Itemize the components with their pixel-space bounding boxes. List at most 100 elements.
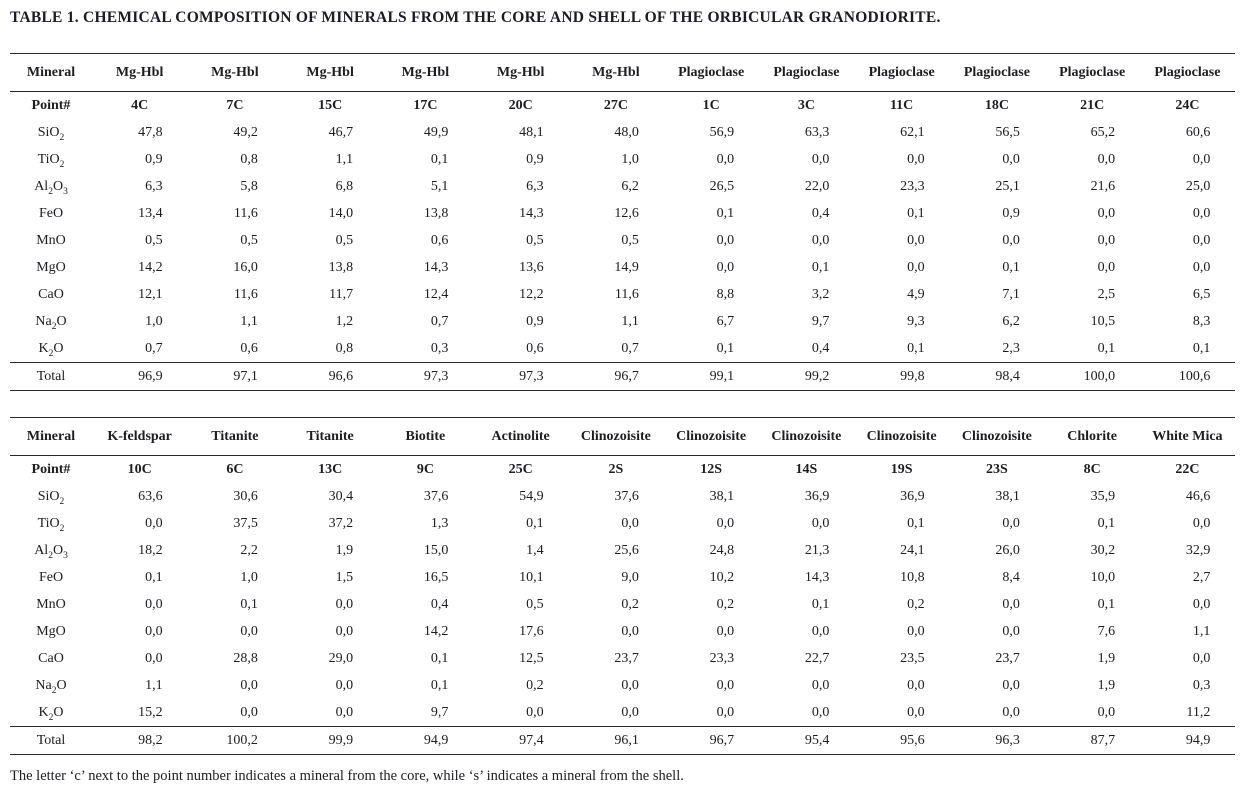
oxide-value-cell: 9,7 bbox=[811, 313, 830, 329]
oxide-label: Al2O3 bbox=[34, 542, 68, 561]
oxide-value-cell: 0,1 bbox=[526, 515, 544, 531]
mineral-name: Titanite bbox=[187, 417, 283, 456]
oxide-value-cell: 0,0 bbox=[145, 650, 163, 666]
point-number: 22C bbox=[1175, 462, 1200, 477]
oxide-value-cell: 0,0 bbox=[1192, 232, 1211, 248]
oxide-value-cell: 65,2 bbox=[1090, 124, 1116, 140]
point-number: 18C bbox=[984, 98, 1009, 113]
mineral-name: Clinozoisite bbox=[663, 417, 759, 456]
point-number: 9C bbox=[416, 462, 434, 477]
oxide-value-cell: 8,8 bbox=[716, 286, 735, 302]
total-value-cell: 96,9 bbox=[92, 362, 188, 391]
oxide-value-cell: 4,9 bbox=[907, 286, 925, 302]
oxide-value-cell: 0,9 bbox=[1002, 205, 1020, 221]
mineral-header-row: Mineral K-feldspar Titanite Titanite Biotite… bbox=[10, 417, 1235, 456]
oxide-value-cell: 10,2 bbox=[709, 569, 735, 585]
oxide-value-cell: 0,0 bbox=[1002, 677, 1020, 693]
oxide-row: TiO2 0,9 0,8 1,1 0,1 0,9 1,0 0,0 0,0 0,0 0,0 0,0 0,0 bbox=[10, 146, 1235, 173]
oxide-value-cell: 16,0 bbox=[233, 259, 258, 275]
oxide-value-cell: 0,0 bbox=[1192, 650, 1211, 666]
oxide-value-cell: 0,0 bbox=[240, 704, 258, 720]
oxide-value-cell: 0,0 bbox=[621, 704, 639, 720]
oxide-value-cell: 29,0 bbox=[328, 650, 354, 666]
point-number: 6C bbox=[226, 462, 244, 477]
oxide-value-cell: 0,1 bbox=[430, 650, 449, 666]
oxide-value-cell: 0,0 bbox=[907, 623, 925, 639]
oxide-value-cell: 0,4 bbox=[811, 340, 830, 356]
oxide-value-cell: 63,3 bbox=[804, 124, 830, 140]
oxide-value-cell: 0,0 bbox=[240, 623, 258, 639]
oxide-value-cell: 14,3 bbox=[519, 205, 544, 221]
mineral-name: Clinozoisite bbox=[568, 417, 664, 456]
oxide-value-cell: 0,0 bbox=[145, 623, 163, 639]
oxide-value-cell: 23,3 bbox=[900, 178, 925, 194]
oxide-value-cell: 0,0 bbox=[716, 677, 735, 693]
oxide-value-cell: 1,2 bbox=[335, 313, 354, 329]
total-value-cell: 96,3 bbox=[949, 726, 1045, 755]
total-value-cell: 95,6 bbox=[854, 726, 950, 755]
point-number: 7C bbox=[226, 98, 244, 113]
oxide-value-cell: 0,0 bbox=[1097, 205, 1116, 221]
oxide-value-cell: 0,1 bbox=[811, 596, 830, 612]
oxide-value-cell: 0,8 bbox=[240, 151, 258, 167]
oxide-label: K2O bbox=[38, 340, 64, 359]
oxide-value-cell: 10,1 bbox=[519, 569, 544, 585]
oxide-value-cell: 1,5 bbox=[335, 569, 354, 585]
total-row: Total 98,2 100,2 99,9 94,9 97,4 96,1 96,7 95,4 95… bbox=[10, 726, 1235, 755]
oxide-value-cell: 13,8 bbox=[423, 205, 449, 221]
oxide-value-cell: 22,7 bbox=[804, 650, 830, 666]
mineral-name: Plagioclase bbox=[949, 53, 1045, 92]
mineral-header-row: Mineral Mg-Hbl Mg-Hbl Mg-Hbl Mg-Hbl Mg-Hbl Mg-… bbox=[10, 53, 1235, 92]
oxide-value-cell: 28,8 bbox=[233, 650, 258, 666]
oxide-row: MnO 0,5 0,5 0,5 0,6 0,5 0,5 0,0 0,0 0,0 0,0 0,0 0,0 bbox=[10, 227, 1235, 254]
point-number: 14S bbox=[795, 462, 818, 477]
point-number-row: Point# 10C 6C 13C 9C 25C 2S 12S 14S 19S 23S 8C 22C bbox=[10, 456, 1235, 484]
oxide-value-cell: 7,6 bbox=[1097, 623, 1116, 639]
oxide-value-cell: 6,2 bbox=[621, 178, 639, 194]
oxide-value-cell: 1,1 bbox=[145, 677, 163, 693]
oxide-value-cell: 30,4 bbox=[328, 488, 354, 504]
oxide-value-cell: 37,2 bbox=[328, 515, 354, 531]
total-value-cell: 97,1 bbox=[187, 362, 283, 391]
oxide-row: FeO 13,4 11,6 14,0 13,8 14,3 12,6 0,1 0,4 0,1 0,9 0… bbox=[10, 200, 1235, 227]
total-value-cell: 96,6 bbox=[282, 362, 378, 391]
oxide-value-cell: 30,2 bbox=[1090, 542, 1116, 558]
oxide-value-cell: 0,0 bbox=[907, 151, 925, 167]
oxide-value-cell: 11,6 bbox=[233, 286, 258, 302]
oxide-value-cell: 2,5 bbox=[1097, 286, 1116, 302]
paper-page: TABLE 1. CHEMICAL COMPOSITION OF MINERAL… bbox=[10, 9, 1235, 784]
point-number: 4C bbox=[131, 98, 149, 113]
mineral-name: Clinozoisite bbox=[854, 417, 950, 456]
oxide-label: CaO bbox=[38, 286, 64, 302]
point-number: 23S bbox=[985, 462, 1008, 477]
oxide-value-cell: 5,8 bbox=[240, 178, 258, 194]
oxide-value-cell: 38,1 bbox=[995, 488, 1020, 504]
oxide-value-cell: 0,1 bbox=[907, 205, 925, 221]
mineral-name: Plagioclase bbox=[758, 53, 854, 92]
oxide-value-cell: 14,3 bbox=[804, 569, 830, 585]
oxide-value-cell: 14,9 bbox=[614, 259, 639, 275]
oxide-value-cell: 0,1 bbox=[1097, 515, 1116, 531]
oxide-value-cell: 1,3 bbox=[430, 515, 449, 531]
mineral-name: Mg-Hbl bbox=[92, 53, 188, 92]
oxide-value-cell: 63,6 bbox=[138, 488, 163, 504]
oxide-value-cell: 30,6 bbox=[233, 488, 258, 504]
oxide-value-cell: 13,6 bbox=[519, 259, 544, 275]
total-row: Total 96,9 97,1 96,6 97,3 97,3 96,7 99,1 99,2 99,… bbox=[10, 362, 1235, 391]
oxide-row: Na2O 1,0 1,1 1,2 0,7 0,9 1,1 6,7 9,7 9,3 6,2 10,5 8,… bbox=[10, 308, 1235, 335]
oxide-value-cell: 37,6 bbox=[614, 488, 639, 504]
point-number: 3C bbox=[797, 98, 815, 113]
oxide-value-cell: 56,5 bbox=[995, 124, 1020, 140]
oxide-value-cell: 60,6 bbox=[1185, 124, 1211, 140]
oxide-row: Na2O 1,1 0,0 0,0 0,1 0,2 0,0 0,0 0,0 0,0 0,0 1,9 0,3 bbox=[10, 672, 1235, 699]
oxide-label: MgO bbox=[36, 623, 66, 639]
oxide-label: SiO2 bbox=[37, 124, 65, 143]
oxide-value-cell: 5,1 bbox=[430, 178, 449, 194]
oxide-value-cell: 1,1 bbox=[1192, 623, 1211, 639]
point-number: 24C bbox=[1175, 98, 1200, 113]
oxide-value-cell: 0,0 bbox=[1002, 596, 1020, 612]
oxide-value-cell: 1,0 bbox=[621, 151, 639, 167]
oxide-value-cell: 18,2 bbox=[138, 542, 163, 558]
oxide-value-cell: 1,0 bbox=[240, 569, 258, 585]
oxide-value-cell: 23,5 bbox=[900, 650, 925, 666]
